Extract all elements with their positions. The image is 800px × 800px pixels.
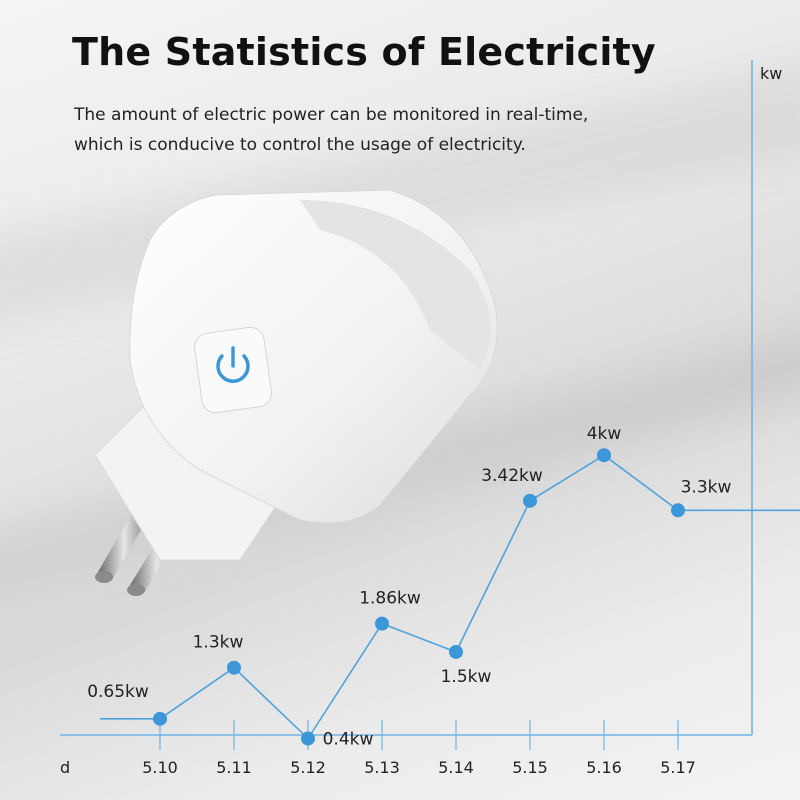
x-tick-label: 5.17 xyxy=(660,758,696,777)
subtitle-line-1: The amount of electric power can be moni… xyxy=(74,105,589,125)
y-axis-label: kw xyxy=(760,64,782,83)
data-label: 1.3kw xyxy=(193,633,244,653)
x-tick-label: 5.12 xyxy=(290,758,326,777)
data-label: 3.3kw xyxy=(681,477,732,497)
page-title: The Statistics of Electricity xyxy=(72,30,656,74)
data-label: 0.65kw xyxy=(87,682,149,702)
data-label: 1.5kw xyxy=(441,667,492,687)
data-label: 3.42kw xyxy=(481,466,543,486)
x-tick-label: 5.16 xyxy=(586,758,622,777)
data-label: 1.86kw xyxy=(359,589,421,609)
series-power: 0.65kw 1.3kw 0.4kw 1.86kw 1.5kw 3.42kw 4kw 3.3k… xyxy=(87,424,800,750)
data-point xyxy=(449,644,463,659)
x-tick-label: 5.14 xyxy=(438,758,474,777)
x-tick-label: 5.15 xyxy=(512,758,548,777)
data-point xyxy=(597,448,611,463)
data-point xyxy=(301,731,315,746)
series-line xyxy=(100,454,800,740)
subtitle-line-2: which is conducive to control the usage … xyxy=(74,135,526,155)
x-tick-label: 5.13 xyxy=(364,758,400,777)
data-point xyxy=(227,660,241,675)
page-subtitle: The amount of electric power can be moni… xyxy=(74,100,714,160)
x-tick-label: 5.11 xyxy=(216,758,252,777)
power-button xyxy=(194,326,272,414)
data-point xyxy=(153,711,167,726)
data-label: 4kw xyxy=(587,424,622,444)
data-point xyxy=(523,493,537,508)
plug-face xyxy=(300,200,491,370)
x-ticks: 5.10 5.11 5.12 5.13 5.14 5.15 5.16 5.17 xyxy=(142,720,696,777)
data-point xyxy=(375,616,389,631)
x-axis-label: d xyxy=(60,758,70,777)
data-label: 0.4kw xyxy=(323,730,374,750)
data-point xyxy=(671,503,685,518)
x-tick-label: 5.10 xyxy=(142,758,178,777)
power-icon xyxy=(216,346,250,383)
